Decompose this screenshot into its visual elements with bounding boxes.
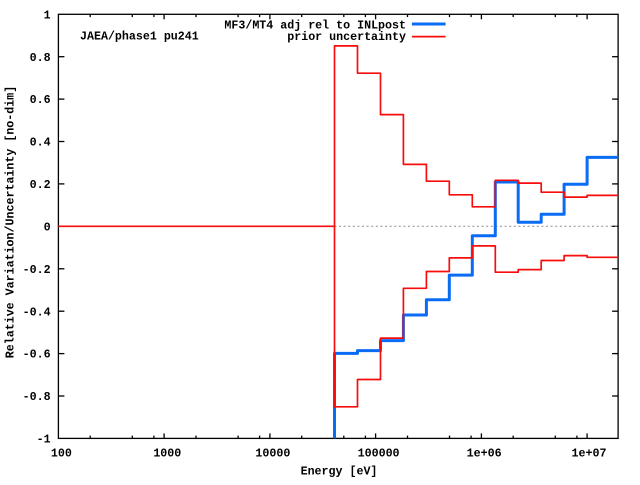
svg-text:1e+07: 1e+07 <box>572 448 607 461</box>
svg-text:prior uncertainty: prior uncertainty <box>287 31 406 44</box>
svg-text:-0.8: -0.8 <box>23 391 51 404</box>
svg-text:0.2: 0.2 <box>30 179 51 192</box>
svg-text:-0.4: -0.4 <box>23 306 51 319</box>
svg-text:10000: 10000 <box>255 448 290 461</box>
svg-text:Relative Variation/Uncertainty: Relative Variation/Uncertainty [no-dim] <box>4 86 17 358</box>
svg-text:JAEA/phase1 pu241: JAEA/phase1 pu241 <box>80 31 199 44</box>
svg-text:-0.2: -0.2 <box>23 264 51 277</box>
svg-text:0.6: 0.6 <box>30 94 51 107</box>
svg-text:0.8: 0.8 <box>30 52 51 65</box>
svg-text:100000: 100000 <box>358 448 400 461</box>
svg-text:1000: 1000 <box>153 448 181 461</box>
svg-text:0: 0 <box>44 221 51 234</box>
svg-text:Energy [eV]: Energy [eV] <box>301 466 378 479</box>
svg-text:-1: -1 <box>37 434 51 447</box>
svg-text:1: 1 <box>44 9 51 22</box>
svg-text:1e+06: 1e+06 <box>467 448 502 461</box>
svg-text:MF3/MT4 adj rel to INLpost: MF3/MT4 adj rel to INLpost <box>224 20 406 33</box>
svg-text:-0.6: -0.6 <box>23 349 51 362</box>
svg-text:0.4: 0.4 <box>30 137 51 150</box>
svg-text:100: 100 <box>51 448 72 461</box>
